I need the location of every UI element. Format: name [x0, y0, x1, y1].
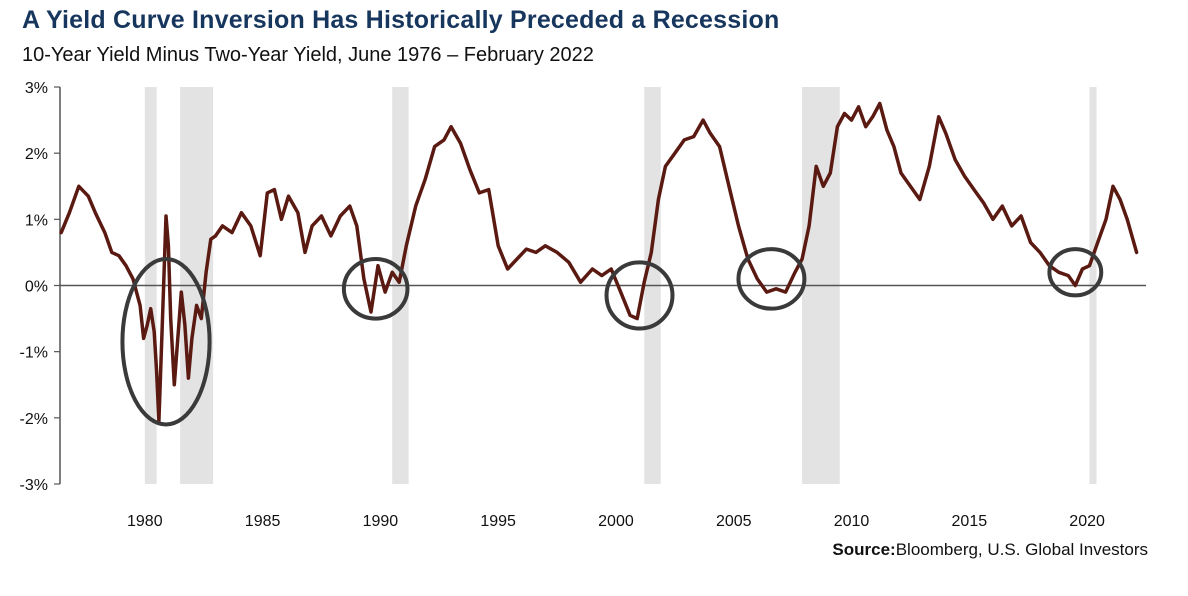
y-tick-label: 2%: [25, 146, 48, 163]
series-line-group: [59, 101, 1139, 423]
inversion-circle-5: [1047, 247, 1104, 298]
x-tick-label: 2015: [952, 513, 988, 530]
y-tick-label: -2%: [20, 411, 48, 428]
source-note: Source:Bloomberg, U.S. Global Investors: [832, 540, 1148, 560]
inversion-circle-4: [736, 247, 807, 311]
inversion-circle-3: [604, 260, 675, 331]
x-tick-label: 2010: [834, 513, 870, 530]
x-tick-label: 1985: [245, 513, 281, 530]
inversion-circle-2: [341, 257, 410, 321]
x-tick-label: 2005: [716, 513, 752, 530]
inversion-circles-group: [120, 247, 1104, 427]
chart-title: A Yield Curve Inversion Has Historically…: [22, 6, 780, 34]
x-tick-label: 1995: [480, 513, 516, 530]
axes-group: 3% 2% 1% 0% -1% -2% -3% 1980 1985 1990 1995 2000 200…: [20, 80, 1146, 530]
y-tick-label: -1%: [20, 345, 48, 362]
inversion-circle-1: [120, 257, 212, 427]
source-text: Bloomberg, U.S. Global Investors: [895, 540, 1148, 559]
y-tick-label: 0%: [25, 279, 48, 296]
x-tick-label: 1980: [127, 513, 163, 530]
x-tick-label: 2000: [598, 513, 634, 530]
y-tick-label: 1%: [25, 212, 48, 229]
y-tick-label: -3%: [20, 477, 48, 494]
chart-subtitle: 10-Year Yield Minus Two-Year Yield, June…: [22, 44, 594, 66]
x-tick-label: 1990: [363, 513, 399, 530]
yield-spread-line: [59, 101, 1139, 423]
y-tick-label: 3%: [25, 80, 48, 97]
x-tick-label: 2020: [1069, 513, 1105, 530]
source-label: Source:: [832, 540, 896, 559]
